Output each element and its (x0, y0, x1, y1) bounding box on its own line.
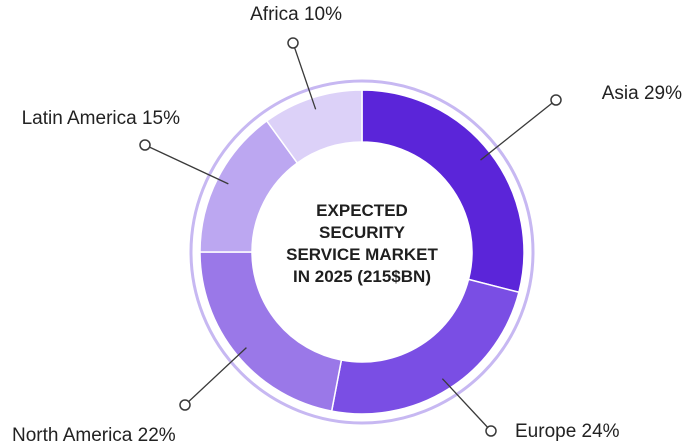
leader-dot-asia (550, 94, 562, 106)
leader-line-europe (441, 378, 492, 432)
label-europe: Europe 24% (515, 421, 620, 442)
slice-africa (265, 89, 363, 165)
leader-dot-europe (485, 425, 497, 437)
label-asia: Asia 29% (602, 83, 682, 104)
chart-title-line-3: SERVICE MARKET (286, 245, 438, 264)
chart-title-line-2: SECURITY (319, 223, 405, 242)
chart-title-line-1: EXPECTED (316, 201, 408, 220)
leader-line-africa (292, 42, 317, 110)
leader-line-latin-america (144, 144, 229, 185)
leader-dot-latin-america (139, 139, 151, 151)
label-north-america: North America 22% (12, 425, 176, 446)
leader-line-north-america (184, 347, 247, 406)
label-latin-america: Latin America 15% (22, 108, 181, 129)
outer-ring (189, 79, 535, 425)
leader-dot-north-america (179, 399, 191, 411)
slice-europe (330, 278, 520, 415)
slice-asia (361, 89, 525, 294)
label-africa: Africa 10% (250, 4, 342, 25)
chart-title-line-4: IN 2025 (215$BN) (293, 267, 431, 286)
chart-title: EXPECTED SECURITY SERVICE MARKET IN 2025… (257, 200, 467, 288)
leader-line-asia (480, 99, 557, 161)
leader-dot-africa (287, 37, 299, 49)
